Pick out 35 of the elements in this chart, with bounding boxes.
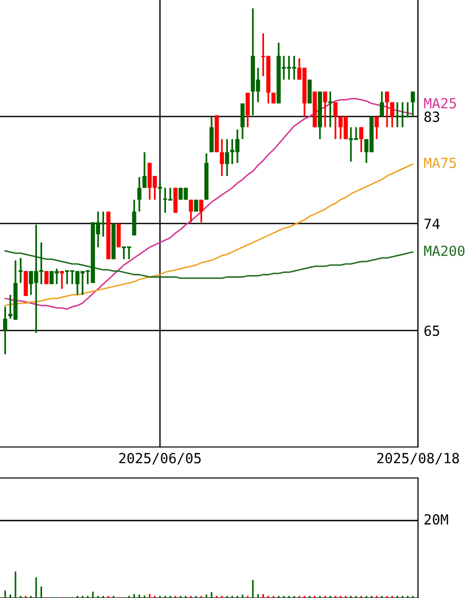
- series-label: MA75: [424, 158, 456, 168]
- line-series: [4, 98, 414, 310]
- candlestick: [225, 138, 230, 177]
- ref-line-label: 20M: [424, 514, 448, 525]
- candlestick: [359, 126, 364, 154]
- y-tick-label: 74: [424, 218, 440, 229]
- candlestick: [380, 90, 384, 118]
- candlestick: [60, 270, 64, 290]
- candlestick: [132, 198, 136, 236]
- candlestick: [199, 198, 204, 224]
- candlestick: [220, 138, 224, 177]
- candlestick: [44, 270, 49, 285]
- candlestick: [188, 198, 193, 224]
- line-series: [4, 163, 414, 306]
- series-label: MA200: [424, 246, 464, 256]
- candlestick: [308, 78, 312, 104]
- line-series: [4, 250, 414, 279]
- y-tick-label: 83: [424, 112, 440, 122]
- candlestick: [246, 92, 250, 128]
- candlestick: [323, 90, 328, 128]
- x-tick-label: 2025/08/18: [377, 452, 459, 464]
- candlestick: [240, 102, 245, 140]
- candlestick: [3, 306, 8, 356]
- candlestick: [333, 101, 338, 140]
- candlestick: [137, 176, 142, 212]
- series-label: MA25: [424, 98, 456, 108]
- candlestick: [410, 90, 415, 118]
- candlestick: [400, 101, 406, 128]
- candlestick: [384, 90, 390, 128]
- y-tick-label: 65: [424, 326, 440, 336]
- candlestick: [374, 116, 379, 140]
- candlestick: [142, 151, 147, 189]
- x-tick-label: 2025/06/05: [119, 452, 201, 464]
- candlestick: [390, 101, 394, 128]
- candlestick: [271, 92, 276, 104]
